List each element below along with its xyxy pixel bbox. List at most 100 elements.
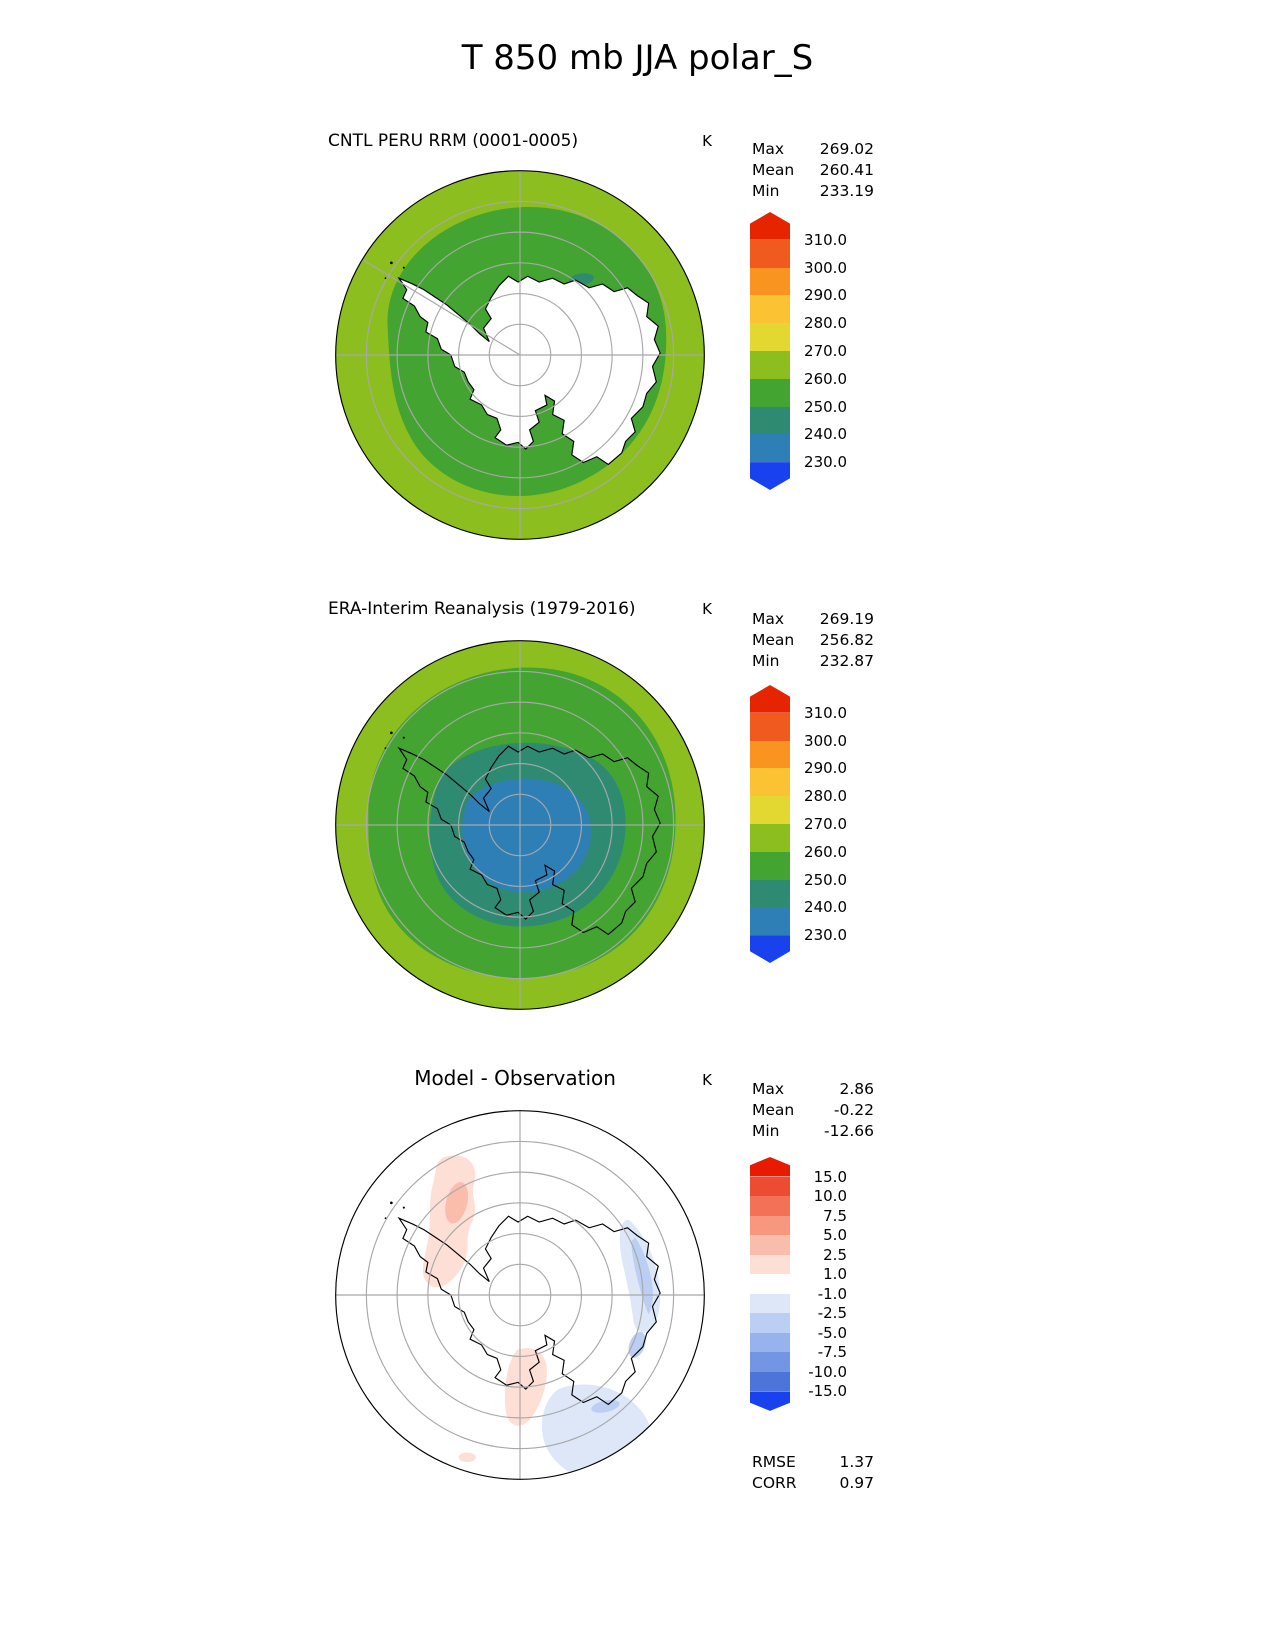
colorbar-tick-label: 15.0 bbox=[813, 1167, 847, 1186]
colorbar-band bbox=[750, 378, 790, 407]
stat-row-max: Max 269.02 bbox=[752, 139, 874, 160]
stat-row-corr: CORR 0.97 bbox=[752, 1473, 874, 1494]
skill-stats-block: RMSE 1.37 CORR 0.97 bbox=[752, 1452, 874, 1494]
colorbar-band bbox=[750, 1196, 790, 1216]
colorbar-tick-label: -1.0 bbox=[817, 1284, 847, 1303]
map-observation bbox=[328, 633, 712, 1017]
colorbar-band bbox=[750, 823, 790, 852]
colorbar-band bbox=[750, 1371, 790, 1392]
figure-title: T 850 mb JJA polar_S bbox=[461, 38, 814, 78]
stat-row-max: Max 2.86 bbox=[752, 1079, 874, 1100]
map-model-svg bbox=[335, 170, 705, 540]
map-observation-svg bbox=[335, 640, 705, 1010]
colorbar-tick-labels: 15.0 10.0 7.5 5.0 2.5 1.0 -1.0 -2.5 -5.0 -7.5 -10.… bbox=[790, 1157, 852, 1411]
colorbar-band bbox=[750, 295, 790, 324]
stat-value: 2.86 bbox=[839, 1080, 874, 1098]
colorbar-tick-label: 1.0 bbox=[823, 1265, 847, 1284]
stat-value: 269.02 bbox=[819, 140, 874, 158]
colorbar-tick-label: 280.0 bbox=[804, 314, 847, 333]
stat-label: Min bbox=[752, 1122, 780, 1140]
map-difference-svg bbox=[335, 1110, 705, 1480]
colorbar-band bbox=[750, 1176, 790, 1197]
stat-label: Min bbox=[752, 652, 780, 670]
colorbar-band bbox=[750, 212, 790, 240]
unit-label: K bbox=[702, 600, 712, 618]
stat-row-mean: Mean 256.82 bbox=[752, 630, 874, 651]
stat-value: 260.41 bbox=[819, 161, 874, 179]
warm-bias-core bbox=[445, 1182, 469, 1224]
colorbar-tick-label: 260.0 bbox=[804, 369, 847, 388]
warm-bias-speck bbox=[458, 1452, 476, 1463]
panel-title-row: Model - Observation K bbox=[328, 1066, 712, 1090]
colorbar-band bbox=[750, 851, 790, 880]
stat-row-max: Max 269.19 bbox=[752, 609, 874, 630]
colorbar-bands bbox=[750, 685, 790, 963]
colorbar-tick-label: 310.0 bbox=[804, 230, 847, 249]
colorbar-band bbox=[750, 434, 790, 463]
colorbar-band bbox=[750, 1254, 790, 1275]
colorbar-tick-label: -15.0 bbox=[808, 1382, 847, 1401]
colorbar-tick-label: 250.0 bbox=[804, 870, 847, 889]
colorbar-tick-label: 240.0 bbox=[804, 425, 847, 444]
colorbar-band bbox=[750, 740, 790, 769]
panel-title: CNTL PERU RRM (0001-0005) bbox=[328, 131, 579, 151]
stat-value: 1.37 bbox=[839, 1453, 874, 1471]
colorbar-band bbox=[750, 406, 790, 435]
colorbar-model: 310.0 300.0 290.0 280.0 270.0 260.0 250.0 240.0… bbox=[750, 212, 852, 490]
colorbar-tick-label: 310.0 bbox=[804, 703, 847, 722]
colorbar-observation: 310.0 300.0 290.0 280.0 270.0 260.0 250.0 240.0… bbox=[750, 685, 852, 963]
colorbar-tick-label: 260.0 bbox=[804, 842, 847, 861]
colorbar-tick-label: 240.0 bbox=[804, 898, 847, 917]
stat-row-min: Min -12.66 bbox=[752, 1121, 874, 1142]
colorbar-band bbox=[750, 1352, 790, 1372]
unit-label: K bbox=[702, 132, 712, 150]
colorbar-band bbox=[750, 1332, 790, 1353]
colorbar-tick-label: 280.0 bbox=[804, 787, 847, 806]
colorbar-band bbox=[750, 879, 790, 908]
map-model bbox=[328, 163, 712, 547]
colorbar-band bbox=[750, 350, 790, 379]
colorbar-tick-labels: 310.0 300.0 290.0 280.0 270.0 260.0 250.0 240.0… bbox=[790, 212, 852, 490]
stat-value: 232.87 bbox=[819, 652, 874, 670]
unit-label: K bbox=[702, 1071, 712, 1089]
stat-row-min: Min 232.87 bbox=[752, 651, 874, 672]
map-boundary bbox=[335, 640, 705, 1010]
colorbar-band bbox=[750, 1313, 790, 1333]
colorbar-tick-label: 290.0 bbox=[804, 286, 847, 305]
stat-label: Max bbox=[752, 1080, 785, 1098]
colorbar-tick-label: 2.5 bbox=[823, 1245, 847, 1264]
graticule-meridian-diagonal bbox=[348, 250, 521, 356]
colorbar-tick-label: 5.0 bbox=[823, 1226, 847, 1245]
colorbar-band bbox=[750, 462, 790, 490]
stat-value: 233.19 bbox=[819, 182, 874, 200]
stats-block: Max 2.86 Mean -0.22 Min -12.66 bbox=[752, 1079, 874, 1142]
colorbar-bands bbox=[750, 212, 790, 490]
stat-row-mean: Mean 260.41 bbox=[752, 160, 874, 181]
stat-label: Min bbox=[752, 182, 780, 200]
stat-row-rmse: RMSE 1.37 bbox=[752, 1452, 874, 1473]
colorbar-band bbox=[750, 1235, 790, 1255]
colorbar-tick-label: 300.0 bbox=[804, 731, 847, 750]
colorbar-tick-label: 230.0 bbox=[804, 926, 847, 945]
band-230-240-region bbox=[462, 778, 591, 893]
colorbar-band bbox=[750, 239, 790, 268]
colorbar-tick-label: 230.0 bbox=[804, 453, 847, 472]
panel-title-row: CNTL PERU RRM (0001-0005) K bbox=[328, 131, 712, 151]
stat-row-min: Min 233.19 bbox=[752, 181, 874, 202]
colorbar-tick-label: -5.0 bbox=[817, 1323, 847, 1342]
colorbar-band bbox=[750, 712, 790, 741]
map-boundary bbox=[335, 170, 705, 540]
colorbar-bands bbox=[750, 1157, 790, 1411]
stat-value: -12.66 bbox=[824, 1122, 874, 1140]
colorbar-band bbox=[750, 796, 790, 824]
stat-label: RMSE bbox=[752, 1453, 796, 1471]
colorbar-tick-label: 7.5 bbox=[823, 1206, 847, 1225]
colorbar-band bbox=[750, 768, 790, 797]
colorbar-tick-labels: 310.0 300.0 290.0 280.0 270.0 260.0 250.0 240.0… bbox=[790, 685, 852, 963]
colorbar-band bbox=[750, 935, 790, 963]
colorbar-tick-label: -2.5 bbox=[817, 1304, 847, 1323]
colorbar-tick-label: 270.0 bbox=[804, 815, 847, 833]
colorbar-band bbox=[750, 907, 790, 936]
panel-title-row: ERA-Interim Reanalysis (1979-2016) K bbox=[328, 599, 712, 619]
